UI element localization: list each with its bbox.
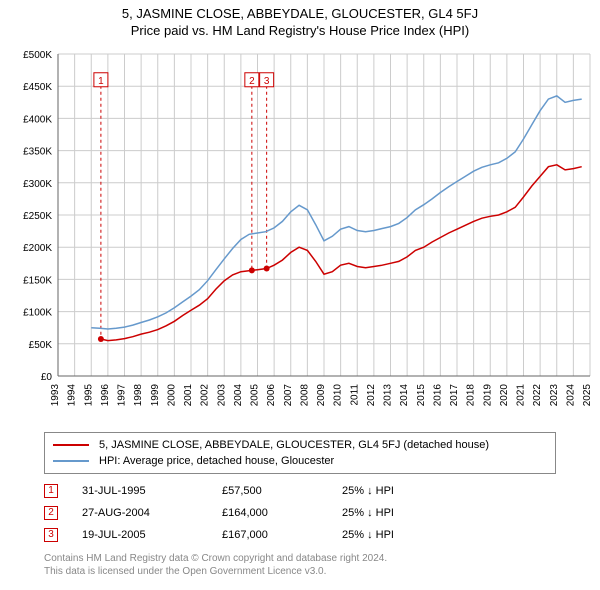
svg-text:2: 2 bbox=[249, 76, 255, 87]
transaction-date: 27-AUG-2004 bbox=[82, 507, 222, 519]
x-tick-label: 2001 bbox=[183, 384, 194, 407]
y-tick-label: £100K bbox=[23, 308, 52, 319]
legend-label: 5, JASMINE CLOSE, ABBEYDALE, GLOUCESTER,… bbox=[99, 439, 489, 451]
y-tick-label: £200K bbox=[23, 243, 52, 254]
y-tick-label: £250K bbox=[23, 211, 52, 222]
x-tick-label: 2017 bbox=[449, 384, 460, 407]
series-price_paid bbox=[101, 165, 582, 341]
x-tick-label: 2024 bbox=[565, 384, 576, 407]
y-tick-label: £0 bbox=[41, 372, 53, 383]
x-tick-label: 2010 bbox=[333, 384, 344, 407]
chart-subtitle: Price paid vs. HM Land Registry's House … bbox=[0, 23, 600, 38]
x-tick-label: 1995 bbox=[83, 384, 94, 407]
x-tick-label: 2016 bbox=[432, 384, 443, 407]
x-tick-label: 2023 bbox=[549, 384, 560, 407]
transaction-delta: 25% ↓ HPI bbox=[342, 529, 462, 541]
x-tick-label: 2012 bbox=[366, 384, 377, 407]
svg-text:1: 1 bbox=[98, 76, 104, 87]
x-tick-label: 1994 bbox=[67, 384, 78, 407]
y-tick-label: £150K bbox=[23, 275, 52, 286]
x-tick-label: 2002 bbox=[200, 384, 211, 407]
x-tick-label: 2011 bbox=[349, 384, 360, 406]
x-tick-label: 2000 bbox=[166, 384, 177, 407]
x-tick-label: 1999 bbox=[150, 384, 161, 407]
x-tick-label: 2018 bbox=[466, 384, 477, 407]
y-tick-label: £500K bbox=[23, 50, 52, 61]
transaction-delta: 25% ↓ HPI bbox=[342, 507, 462, 519]
x-tick-label: 2025 bbox=[582, 384, 593, 407]
x-tick-label: 2020 bbox=[499, 384, 510, 407]
price-chart: £0 £50K £100K £150K £200K £250K £300K £350K £400… bbox=[0, 46, 600, 426]
x-tick-label: 2009 bbox=[316, 384, 327, 407]
legend-item: 5, JASMINE CLOSE, ABBEYDALE, GLOUCESTER,… bbox=[53, 437, 547, 453]
transaction-row: 1 31-JUL-1995£57,50025% ↓ HPI bbox=[44, 480, 556, 502]
x-tick-label: 2006 bbox=[266, 384, 277, 407]
chart-title: 5, JASMINE CLOSE, ABBEYDALE, GLOUCESTER,… bbox=[0, 6, 600, 21]
transaction-delta: 25% ↓ HPI bbox=[342, 485, 462, 497]
transaction-row: 2 27-AUG-2004£164,00025% ↓ HPI bbox=[44, 502, 556, 524]
transaction-marker: 1 bbox=[44, 484, 58, 498]
y-tick-label: £400K bbox=[23, 114, 52, 125]
series-hpi bbox=[91, 96, 581, 329]
x-tick-label: 2003 bbox=[216, 384, 227, 407]
legend: 5, JASMINE CLOSE, ABBEYDALE, GLOUCESTER,… bbox=[44, 432, 556, 474]
transaction-marker: 2 bbox=[44, 506, 58, 520]
transaction-price: £167,000 bbox=[222, 529, 342, 541]
legend-swatch bbox=[53, 444, 89, 446]
x-tick-label: 2014 bbox=[399, 384, 410, 407]
x-tick-label: 2007 bbox=[283, 384, 294, 407]
x-tick-label: 1996 bbox=[100, 384, 111, 407]
x-tick-label: 2013 bbox=[383, 384, 394, 407]
transaction-table: 131-JUL-1995£57,50025% ↓ HPI227-AUG-2004… bbox=[44, 480, 556, 546]
y-tick-label: £450K bbox=[23, 82, 52, 93]
x-tick-label: 2019 bbox=[482, 384, 493, 407]
y-tick-label: £50K bbox=[29, 340, 53, 351]
x-tick-label: 1998 bbox=[133, 384, 144, 407]
y-tick-label: £350K bbox=[23, 147, 52, 158]
svg-text:3: 3 bbox=[264, 76, 270, 87]
x-tick-label: 1993 bbox=[50, 384, 61, 407]
x-tick-label: 1997 bbox=[117, 384, 128, 407]
legend-item: HPI: Average price, detached house, Glou… bbox=[53, 453, 547, 469]
transaction-marker: 3 bbox=[44, 528, 58, 542]
transaction-row: 3 19-JUL-2005£167,00025% ↓ HPI bbox=[44, 524, 556, 546]
transaction-date: 19-JUL-2005 bbox=[82, 529, 222, 541]
legend-swatch bbox=[53, 460, 89, 462]
footer-attribution: Contains HM Land Registry data © Crown c… bbox=[44, 552, 556, 578]
x-tick-label: 2004 bbox=[233, 384, 244, 407]
transaction-price: £164,000 bbox=[222, 507, 342, 519]
x-tick-label: 2008 bbox=[299, 384, 310, 407]
x-tick-label: 2022 bbox=[532, 384, 543, 407]
x-tick-label: 2015 bbox=[416, 384, 427, 407]
transaction-price: £57,500 bbox=[222, 485, 342, 497]
transaction-date: 31-JUL-1995 bbox=[82, 485, 222, 497]
legend-label: HPI: Average price, detached house, Glou… bbox=[99, 455, 334, 467]
x-tick-label: 2021 bbox=[516, 384, 527, 407]
y-tick-label: £300K bbox=[23, 179, 52, 190]
x-tick-label: 2005 bbox=[250, 384, 261, 407]
